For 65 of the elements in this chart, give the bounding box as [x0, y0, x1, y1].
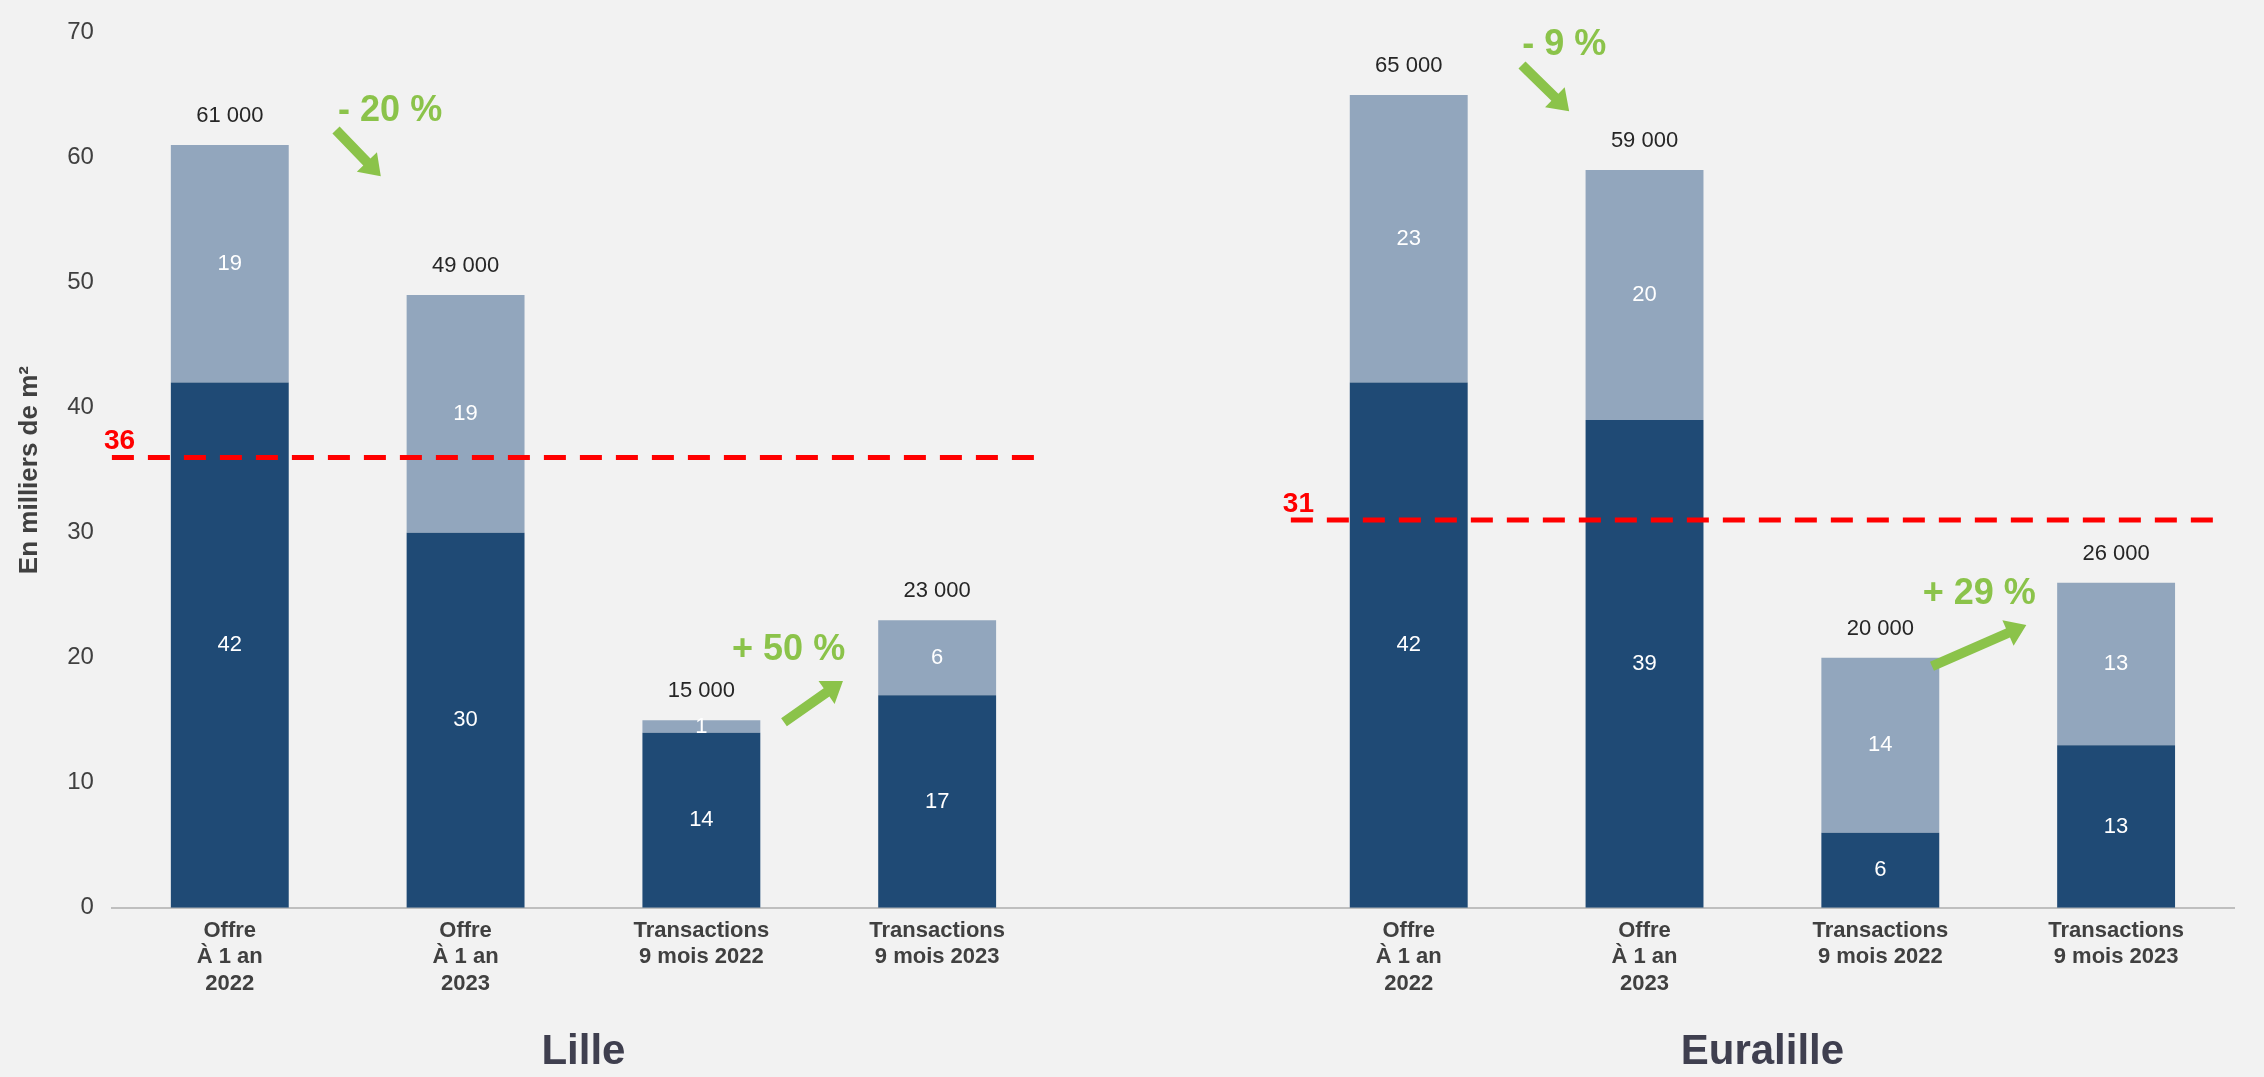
total-label: 20 000: [1846, 614, 1914, 640]
data-label: 42: [1396, 631, 1421, 657]
y-tick-label: 0: [80, 892, 94, 920]
data-label: 42: [217, 631, 243, 657]
bar: [642, 732, 761, 908]
x-tick-label: Transactions 9 mois 2023: [869, 917, 1006, 969]
y-tick-label: 30: [67, 517, 94, 545]
y-tick-label: 50: [67, 267, 94, 295]
x-tick-label: Transactions 9 mois 2023: [2048, 917, 2184, 969]
bar: [170, 144, 289, 383]
data-label: 19: [217, 249, 243, 275]
data-label: 19: [453, 399, 478, 425]
data-label: 20: [1632, 281, 1657, 307]
x-tick-label: Offre À 1 an 2023: [432, 917, 499, 995]
total-label: 15 000: [667, 677, 736, 703]
bar: [1821, 657, 1940, 833]
y-axis-title: En milliers de m²: [12, 365, 43, 575]
data-label: 13: [2103, 650, 2129, 675]
total-label: 65 000: [1375, 51, 1443, 77]
y-tick-label: 20: [67, 642, 94, 670]
ref-line-label: 36: [103, 424, 136, 456]
data-label: 13: [2103, 812, 2129, 838]
data-label: 6: [1874, 856, 1887, 882]
bar: [1349, 382, 1468, 908]
y-tick-label: 70: [67, 17, 94, 45]
data-label: 14: [1868, 731, 1893, 757]
bar: [1821, 832, 1940, 908]
annotation: - 20 %: [338, 88, 443, 130]
annotation: + 29 %: [1922, 570, 2036, 612]
y-tick-label: 60: [67, 142, 94, 170]
bar: [406, 532, 525, 908]
annotation: - 9 %: [1522, 21, 1607, 63]
x-tick-label: Offre À 1 an 2022: [1375, 917, 1442, 995]
bar: [878, 620, 997, 696]
x-tick-label: Offre À 1 an 2022: [196, 917, 263, 995]
data-label: 1: [695, 712, 708, 738]
data-label: 23: [1396, 224, 1421, 250]
bar: [878, 695, 997, 908]
y-tick-label: 40: [67, 392, 94, 420]
text: Lille: [541, 1025, 626, 1073]
total-label: 49 000: [431, 252, 500, 278]
data-label: 14: [689, 806, 714, 832]
bar: [2057, 745, 2176, 908]
total-label: 23 000: [903, 577, 971, 603]
text: Euralille: [1680, 1025, 1845, 1073]
data-label: 30: [453, 706, 478, 732]
data-label: 39: [1632, 650, 1657, 675]
bar: [2057, 582, 2176, 746]
bar: [1349, 94, 1468, 383]
y-tick-label: 10: [67, 767, 94, 795]
data-label: 6: [931, 643, 944, 669]
bar: [406, 295, 525, 533]
annotation: + 50 %: [732, 627, 846, 669]
bar: [170, 382, 289, 908]
x-tick-label: Transactions 9 mois 2022: [1812, 917, 1949, 969]
x-tick-label: Offre À 1 an 2023: [1611, 917, 1678, 995]
bar: [1585, 420, 1704, 908]
ref-line-label: 31: [1282, 486, 1314, 518]
x-tick-label: Transactions 9 mois 2022: [633, 917, 770, 969]
bar: [1585, 169, 1704, 421]
bar: [642, 720, 761, 733]
data-label: 17: [924, 787, 950, 813]
total-label: 26 000: [2082, 539, 2150, 565]
total-label: 61 000: [196, 102, 264, 128]
total-label: 59 000: [1610, 127, 1679, 153]
